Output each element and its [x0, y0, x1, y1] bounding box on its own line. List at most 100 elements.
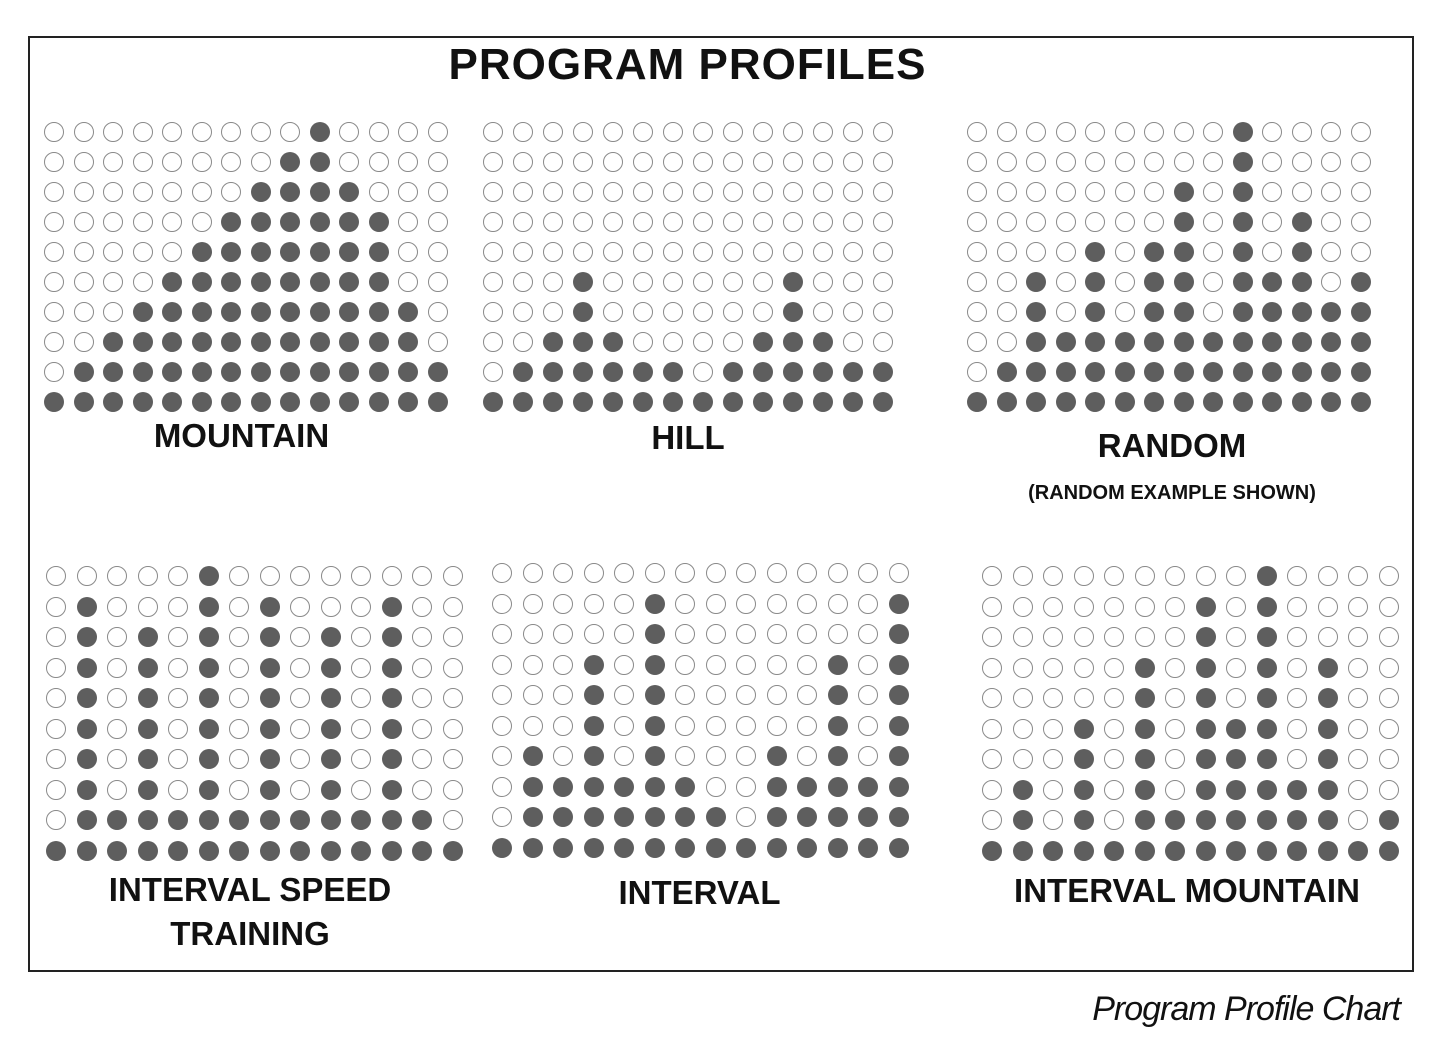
filled-dot — [889, 746, 909, 766]
empty-dot — [168, 719, 188, 739]
empty-dot — [783, 212, 803, 232]
chart-border — [28, 36, 1414, 972]
filled-dot — [1233, 332, 1253, 352]
empty-dot — [706, 716, 726, 736]
empty-dot — [982, 658, 1002, 678]
empty-dot — [1056, 152, 1076, 172]
empty-dot — [584, 594, 604, 614]
filled-dot — [767, 838, 787, 858]
empty-dot — [168, 749, 188, 769]
empty-dot — [967, 182, 987, 202]
empty-dot — [723, 182, 743, 202]
empty-dot — [982, 780, 1002, 800]
empty-dot — [1203, 212, 1223, 232]
empty-dot — [1379, 627, 1399, 647]
filled-dot — [1174, 272, 1194, 292]
filled-dot — [339, 392, 359, 412]
empty-dot — [107, 688, 127, 708]
empty-dot — [693, 122, 713, 142]
empty-dot — [251, 152, 271, 172]
filled-dot — [1292, 392, 1312, 412]
filled-dot — [321, 719, 341, 739]
random-label: RANDOM — [1097, 427, 1247, 464]
filled-dot — [603, 332, 623, 352]
filled-dot — [1174, 302, 1194, 322]
filled-dot — [398, 362, 418, 382]
filled-dot — [339, 332, 359, 352]
filled-dot — [339, 182, 359, 202]
empty-dot — [523, 594, 543, 614]
empty-dot — [543, 302, 563, 322]
empty-dot — [767, 563, 787, 583]
empty-dot — [428, 212, 448, 232]
empty-dot — [813, 182, 833, 202]
empty-dot — [997, 182, 1017, 202]
empty-dot — [351, 688, 371, 708]
empty-dot — [1043, 597, 1063, 617]
empty-dot — [753, 122, 773, 142]
empty-dot — [1144, 122, 1164, 142]
filled-dot — [260, 749, 280, 769]
filled-dot — [584, 655, 604, 675]
filled-dot — [1257, 688, 1277, 708]
empty-dot — [663, 332, 683, 352]
filled-dot — [382, 597, 402, 617]
filled-dot — [382, 810, 402, 830]
filled-dot — [1262, 332, 1282, 352]
filled-dot — [199, 749, 219, 769]
empty-dot — [369, 182, 389, 202]
filled-dot — [1144, 242, 1164, 262]
filled-dot — [813, 332, 833, 352]
empty-dot — [967, 122, 987, 142]
empty-dot — [229, 627, 249, 647]
filled-dot — [351, 841, 371, 861]
filled-dot — [645, 655, 665, 675]
empty-dot — [614, 594, 634, 614]
filled-dot — [138, 841, 158, 861]
filled-dot — [260, 597, 280, 617]
empty-dot — [633, 242, 653, 262]
filled-dot — [251, 332, 271, 352]
empty-dot — [997, 332, 1017, 352]
empty-dot — [723, 332, 743, 352]
empty-dot — [1287, 566, 1307, 586]
filled-dot — [1115, 362, 1135, 382]
filled-dot — [77, 841, 97, 861]
filled-dot — [1318, 780, 1338, 800]
empty-dot — [633, 182, 653, 202]
empty-dot — [706, 655, 726, 675]
empty-dot — [1013, 749, 1033, 769]
empty-dot — [1321, 122, 1341, 142]
filled-dot — [1174, 392, 1194, 412]
empty-dot — [797, 685, 817, 705]
filled-dot — [523, 777, 543, 797]
filled-dot — [706, 838, 726, 858]
filled-dot — [382, 780, 402, 800]
filled-dot — [543, 392, 563, 412]
filled-dot — [828, 685, 848, 705]
filled-dot — [783, 332, 803, 352]
empty-dot — [753, 182, 773, 202]
filled-dot — [982, 841, 1002, 861]
filled-dot — [1043, 841, 1063, 861]
filled-dot — [1056, 392, 1076, 412]
filled-dot — [783, 362, 803, 382]
empty-dot — [192, 212, 212, 232]
empty-dot — [221, 152, 241, 172]
empty-dot — [412, 749, 432, 769]
filled-dot — [199, 627, 219, 647]
empty-dot — [858, 685, 878, 705]
empty-dot — [967, 272, 987, 292]
filled-dot — [229, 810, 249, 830]
empty-dot — [873, 272, 893, 292]
filled-dot — [103, 362, 123, 382]
empty-dot — [1348, 597, 1368, 617]
filled-dot — [1257, 566, 1277, 586]
empty-dot — [1056, 122, 1076, 142]
filled-dot — [828, 807, 848, 827]
empty-dot — [321, 566, 341, 586]
filled-dot — [513, 392, 533, 412]
empty-dot — [873, 302, 893, 322]
empty-dot — [663, 152, 683, 172]
empty-dot — [1115, 122, 1135, 142]
